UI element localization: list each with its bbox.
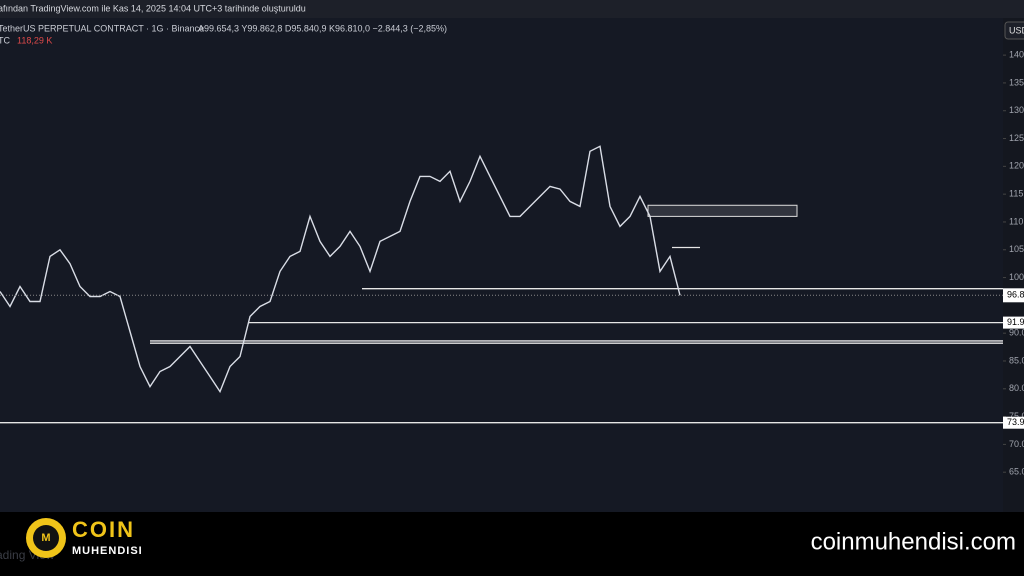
footer-bg	[0, 512, 1024, 576]
y-tick-label: 70.000	[1009, 439, 1024, 449]
level-label: 73.900	[1007, 417, 1024, 427]
y-tick-label: 140.000	[1009, 49, 1024, 59]
y-tick-label: 85.000	[1009, 355, 1024, 365]
brand-top: COIN	[72, 517, 135, 542]
y-tick-label: 105.000	[1009, 244, 1024, 254]
y-tick-label: 135.000	[1009, 77, 1024, 87]
top-bar	[0, 0, 1024, 18]
logo-m: M	[41, 532, 50, 544]
current-price-label: 96.810	[1007, 290, 1024, 300]
y-tick-label: 115.000	[1009, 189, 1024, 199]
price-line	[0, 145, 681, 394]
y-tick-label: 110.000	[1009, 216, 1024, 226]
volume-label: TC	[0, 35, 10, 45]
brand-bottom: MUHENDISI	[72, 545, 143, 557]
site: coinmuhendisi.com	[811, 528, 1016, 555]
ohlc: A99.654,3 Y99.862,8 D95.840,9 K96.810,0 …	[198, 23, 447, 33]
currency[interactable]: USD	[1009, 25, 1024, 35]
level-tag	[1003, 416, 1024, 429]
y-tick-label: 100.000	[1009, 272, 1024, 282]
symbol: TetherUS PERPETUAL CONTRACT · 1G · Binan…	[0, 23, 204, 33]
zone	[647, 204, 798, 217]
chart-bg	[0, 0, 1024, 512]
watermark: afından TradingView.com ile Kas 14, 2025…	[0, 3, 306, 13]
y-tick-label: 125.000	[1009, 133, 1024, 143]
y-tick-label: 130.000	[1009, 105, 1024, 115]
y-tick-label: 120.000	[1009, 161, 1024, 171]
volume-value: 118,29 K	[17, 35, 52, 45]
logo-inner	[33, 525, 59, 551]
level-tag	[1003, 316, 1024, 329]
y-tick-label: 75.000	[1009, 411, 1024, 421]
y-tick-label: 90.000	[1009, 328, 1024, 338]
price-tag	[1003, 288, 1024, 303]
price-axis	[1003, 18, 1024, 512]
y-tick-label: 65.000	[1009, 467, 1024, 477]
y-tick-label: 80.000	[1009, 383, 1024, 393]
currency-box[interactable]	[1004, 21, 1024, 40]
level-label: 91.900	[1007, 317, 1024, 327]
